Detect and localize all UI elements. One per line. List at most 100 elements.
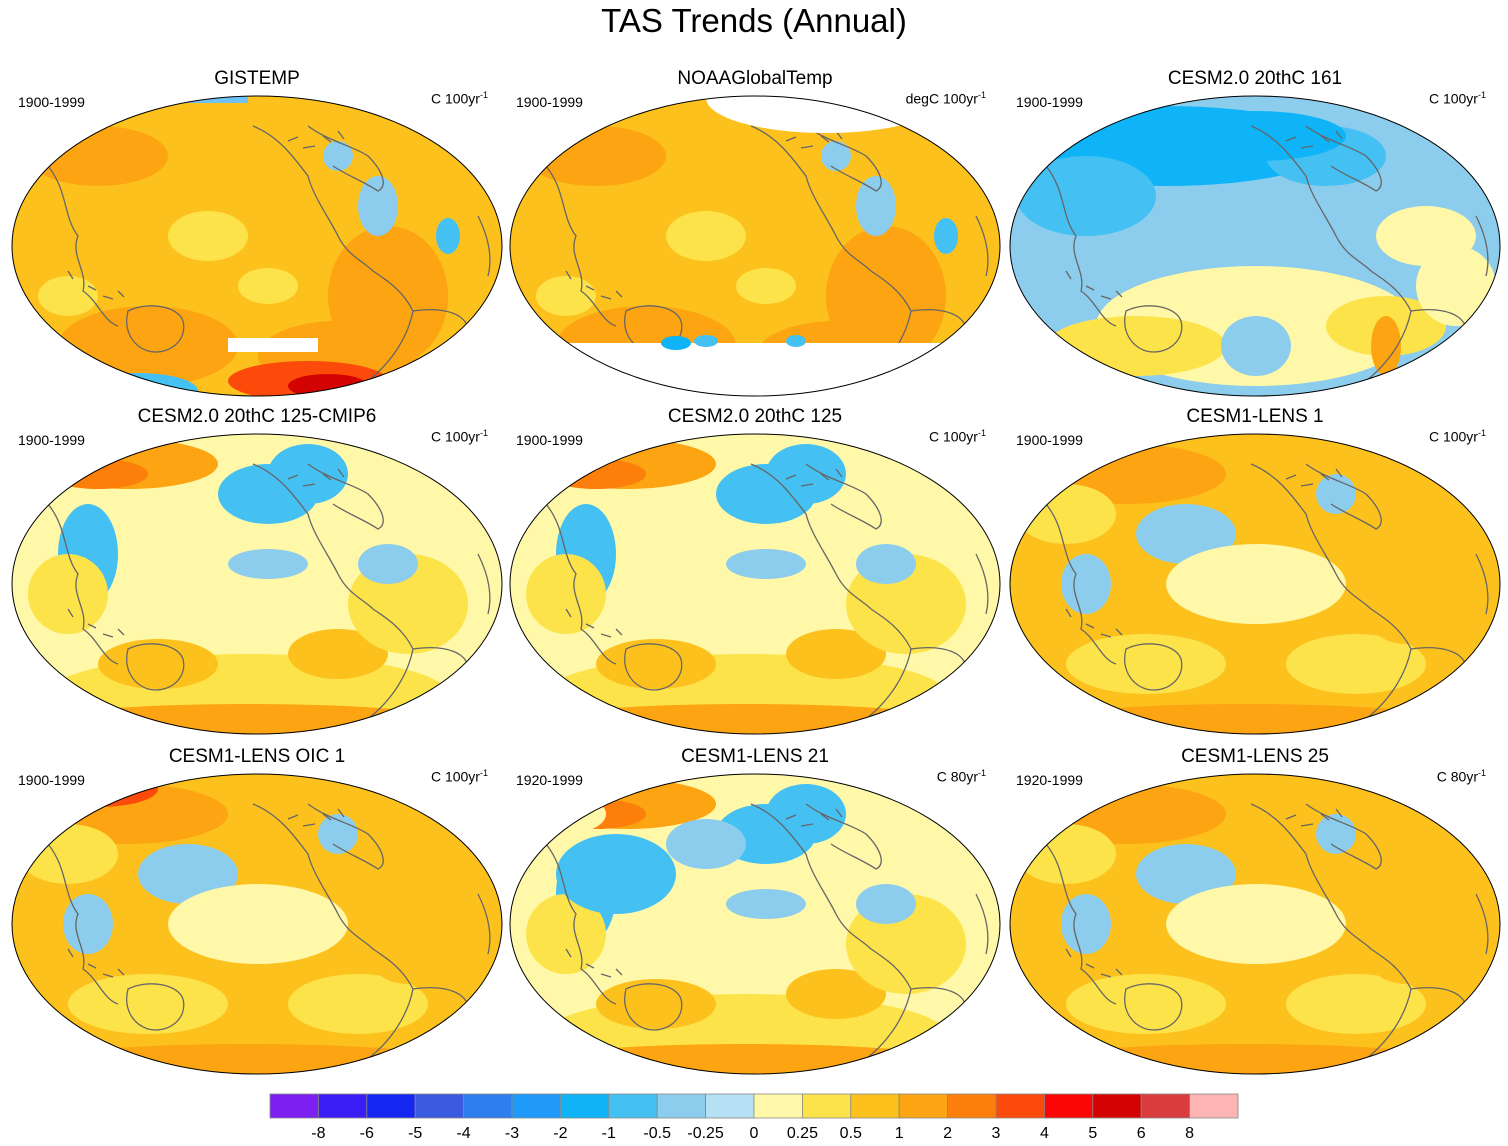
colorbar-swatch: [656, 1093, 707, 1119]
panel-title: CESM1-LENS 21: [681, 746, 829, 767]
panel-title: CESM1-LENS OIC 1: [168, 746, 346, 767]
trend-map: [11, 433, 503, 735]
trend-map: [1009, 773, 1501, 1075]
figure-title: TAS Trends (Annual): [601, 2, 907, 39]
colorbar-tick-label: -8: [311, 1125, 325, 1142]
colorbar-swatch: [608, 1093, 658, 1119]
period-label: 1920-1999: [1016, 772, 1083, 788]
trend-map: [11, 773, 503, 1075]
colorbar-tick-label: 2: [943, 1125, 952, 1142]
period-label: 1900-1999: [18, 772, 85, 788]
colorbar-swatch: [414, 1093, 465, 1119]
units-text: C 100yr: [430, 90, 480, 107]
units-text: C 100yr: [928, 428, 978, 445]
period-label: 1920-1999: [516, 772, 583, 788]
units-exponent: -1: [977, 768, 986, 778]
units-label: C 100yr-1: [1429, 90, 1486, 107]
units-text: C 100yr: [1428, 90, 1478, 107]
panel-title: CESM2.0 20thC 125-CMIP6: [137, 406, 377, 427]
period-label: 1900-1999: [516, 432, 583, 448]
units-label: C 100yr-1: [1429, 428, 1486, 445]
panel-title: CESM1-LENS 25: [1181, 746, 1329, 767]
units-exponent: -1: [479, 90, 488, 100]
units-text: C 80yr: [936, 768, 978, 785]
trend-map: [509, 773, 1001, 1075]
trend-map: [509, 95, 1001, 397]
colorbar-swatch: [317, 1093, 368, 1119]
panel-title: CESM2.0 20thC 161: [1167, 68, 1343, 89]
period-label: 1900-1999: [1016, 94, 1083, 110]
colorbar-tick-label: -4: [456, 1125, 470, 1142]
map-panel: CESM1-LENS 1 1900-1999 C 100yr-1: [1006, 396, 1504, 736]
colorbar-swatch: [898, 1093, 949, 1119]
colorbar-swatch: [511, 1093, 561, 1119]
units-label: C 100yr-1: [431, 428, 488, 445]
trend-map: [1009, 433, 1501, 735]
period-label: 1900-1999: [516, 94, 583, 110]
colorbar-swatch: [463, 1093, 513, 1119]
units-text: C 100yr: [1428, 428, 1478, 445]
units-exponent: -1: [1477, 768, 1486, 778]
trend-map: [509, 433, 1001, 735]
colorbar-tick-label: 0.25: [787, 1125, 818, 1142]
colorbar-tick-label: 8: [1185, 1125, 1194, 1142]
colorbar-tick-label: -0.5: [643, 1125, 671, 1142]
units-text: C 100yr: [430, 428, 480, 445]
colorbar-swatch: [269, 1093, 319, 1119]
map-panel: CESM1-LENS 25 1920-1999 C 80yr-1: [1006, 736, 1504, 1076]
colorbar-tick-label: 5: [1088, 1125, 1097, 1142]
units-label: C 100yr-1: [431, 90, 488, 107]
colorbar-swatch: [366, 1093, 416, 1119]
colorbar-swatch: [705, 1093, 755, 1119]
colorbar-tick-label: 3: [992, 1125, 1001, 1142]
colorbar-tick-label: -5: [408, 1125, 422, 1142]
colorbar-tick-label: 1: [895, 1125, 904, 1142]
colorbar-tick-label: 0.5: [840, 1125, 862, 1142]
colorbar-tick-label: 0: [750, 1125, 759, 1142]
colorbar-swatch: [802, 1093, 852, 1119]
colorbar-tick-label: -3: [505, 1125, 519, 1142]
map-panel: NOAAGlobalTemp 1900-1999 degC 100yr-1: [506, 58, 1004, 398]
trend-map: [11, 95, 503, 397]
colorbar-tick-label: -6: [360, 1125, 374, 1142]
map-panel: CESM1-LENS OIC 1 1900-1999 C 100yr-1: [8, 736, 506, 1076]
colorbar-swatch: [947, 1093, 997, 1119]
panel-title: GISTEMP: [214, 68, 300, 89]
panel-title: CESM2.0 20thC 125: [667, 406, 843, 427]
units-text: C 100yr: [430, 768, 480, 785]
colorbar-swatch: [560, 1093, 610, 1119]
units-label: degC 100yr-1: [906, 90, 986, 107]
units-label: C 80yr-1: [937, 768, 986, 785]
trend-map: [1009, 95, 1501, 397]
map-panel: CESM2.0 20thC 161 1900-1999 C 100yr-1: [1006, 58, 1504, 398]
period-label: 1900-1999: [1016, 432, 1083, 448]
units-label: C 100yr-1: [431, 768, 488, 785]
colorbar-swatch: [1092, 1093, 1142, 1119]
colorbar-tick-label: 4: [1040, 1125, 1049, 1142]
colorbar-swatch: [1044, 1093, 1094, 1119]
units-label: C 80yr-1: [1437, 768, 1486, 785]
colorbar-swatch: [850, 1093, 900, 1119]
units-exponent: -1: [977, 90, 986, 100]
period-label: 1900-1999: [18, 432, 85, 448]
map-panel: CESM2.0 20thC 125 1900-1999 C 100yr-1: [506, 396, 1004, 736]
map-panel: CESM1-LENS 21 1920-1999 C 80yr-1: [506, 736, 1004, 1076]
units-exponent: -1: [977, 428, 986, 438]
map-panel: CESM2.0 20thC 125-CMIP6 1900-1999 C 100yr-…: [8, 396, 506, 736]
colorbar-tick-label: -0.25: [687, 1125, 724, 1142]
units-exponent: -1: [479, 428, 488, 438]
units-exponent: -1: [479, 768, 488, 778]
colorbar-tick-label: -1: [602, 1125, 616, 1142]
colorbar-swatch: [995, 1093, 1045, 1119]
units-text: degC 100yr: [905, 90, 978, 107]
colorbar-swatch: [1140, 1093, 1190, 1119]
units-text: C 80yr: [1436, 768, 1478, 785]
colorbar-tick-label: -2: [553, 1125, 567, 1142]
colorbar-swatch: [753, 1093, 803, 1119]
colorbar-swatch: [1189, 1093, 1239, 1119]
period-label: 1900-1999: [18, 94, 85, 110]
panel-title: CESM1-LENS 1: [1186, 406, 1324, 427]
map-panel: GISTEMP 1900-1999 C 100yr-1: [8, 58, 506, 398]
colorbar-tick-label: 6: [1137, 1125, 1146, 1142]
panel-title: NOAAGlobalTemp: [677, 68, 833, 89]
